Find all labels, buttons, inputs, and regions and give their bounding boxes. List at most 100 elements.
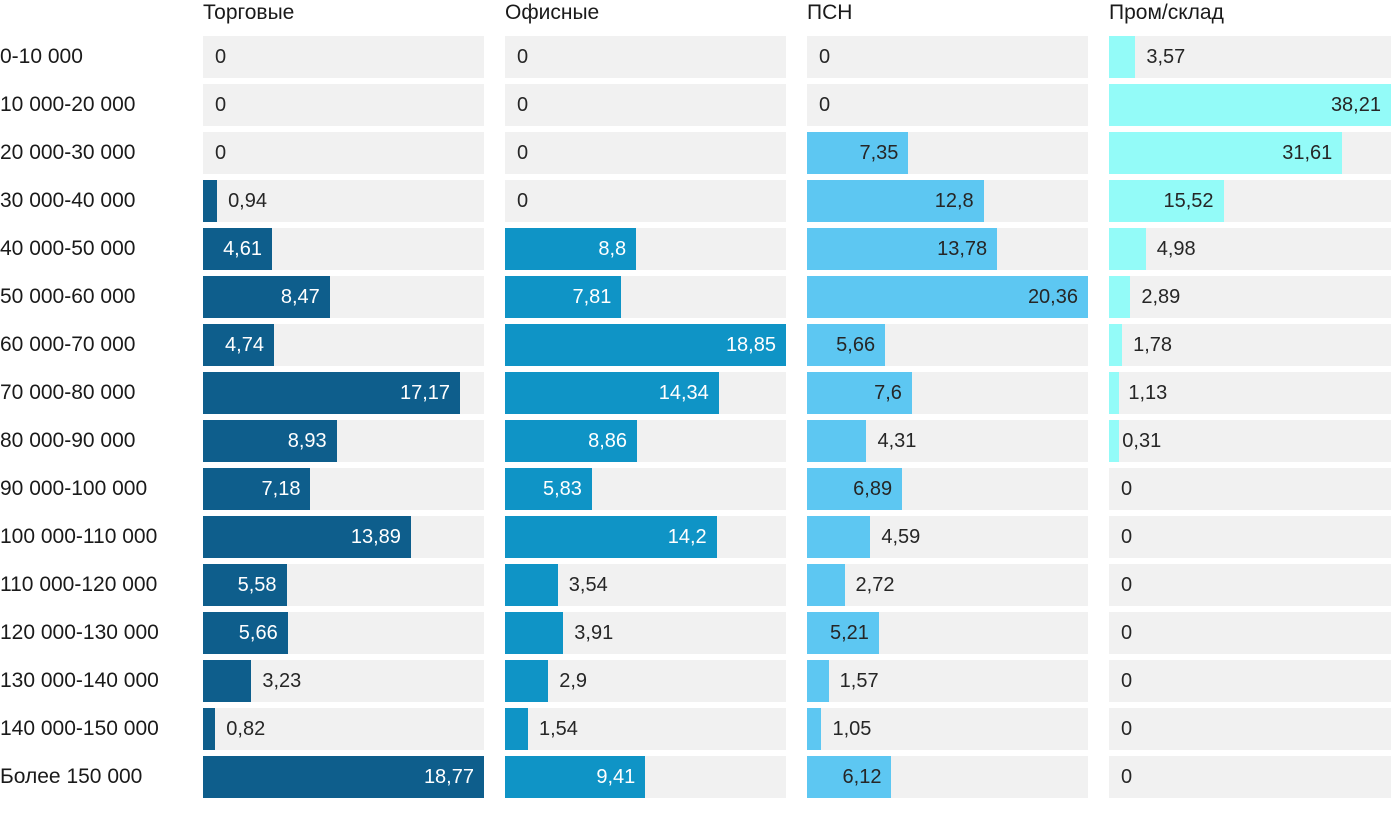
bar-track: 4,59 (807, 516, 1088, 558)
chart-row: 80 000-90 000 8,93 8,86 4,31 0,31 (0, 420, 1400, 462)
bar-track: 0 (203, 84, 484, 126)
bar-track: 38,21 (1109, 84, 1391, 126)
row-label: 70 000-80 000 (0, 381, 136, 404)
bar-track: 20,36 (807, 276, 1088, 318)
bar: 8,47 (203, 276, 330, 318)
bar-track: 0 (1109, 708, 1391, 750)
bar-value: 13,78 (937, 237, 988, 260)
bar-track: 4,61 (203, 228, 484, 270)
bar: 4,74 (203, 324, 274, 366)
bar-value: 0,94 (228, 190, 267, 212)
bar-track: 0 (1109, 612, 1391, 654)
row-label: Более 150 000 (0, 765, 143, 788)
bar-value-zero: 0 (517, 46, 529, 68)
bar: 17,17 (203, 372, 461, 414)
bar (807, 660, 829, 702)
chart-row: 10 000-20 000 0 0 0 38,21 (0, 84, 1400, 126)
bar-value: 1,13 (1128, 382, 1168, 404)
row-label: 40 000-50 000 (0, 237, 136, 260)
bar-value-zero: 0 (215, 46, 227, 68)
bar (203, 708, 216, 750)
chart-row: Более 150 000 18,77 9,41 6,12 0 (0, 756, 1400, 798)
chart-row: 130 000-140 000 3,23 2,9 1,57 0 (0, 660, 1400, 702)
bar: 15,52 (1109, 180, 1224, 222)
bar-value: 6,12 (842, 765, 882, 788)
bar-value-zero: 0 (1121, 478, 1133, 500)
bar-value: 5,21 (829, 621, 869, 644)
bar-track: 17,17 (203, 372, 484, 414)
bar-value: 3,91 (574, 622, 614, 644)
bar-track: 8,8 (505, 228, 786, 270)
bar-value: 0,82 (226, 718, 266, 740)
bar-track: 13,89 (203, 516, 484, 558)
bar-track: 8,47 (203, 276, 484, 318)
bar-track: 0 (505, 132, 786, 174)
bar (1109, 372, 1119, 414)
chart-row: 110 000-120 000 5,58 3,54 2,72 0 (0, 564, 1400, 606)
bar-value-zero: 0 (1121, 766, 1133, 788)
bar-value: 4,98 (1156, 238, 1196, 260)
bar-track: 0 (505, 36, 786, 78)
bar-track: 7,81 (505, 276, 786, 318)
bar-track: 4,74 (203, 324, 484, 366)
chart-row: 20 000-30 000 0 0 7,35 31,61 (0, 132, 1400, 174)
bar-value-zero: 0 (517, 94, 529, 116)
bar (1109, 36, 1136, 78)
bar-value: 1,57 (839, 670, 879, 692)
bar-value: 5,66 (836, 333, 876, 356)
row-label: 60 000-70 000 (0, 333, 136, 356)
bar-value: 7,35 (859, 141, 899, 164)
bar: 38,21 (1109, 84, 1391, 126)
bar-track: 7,18 (203, 468, 484, 510)
column-header-ofisnye: Офисные (505, 1, 600, 24)
bar-track: 0 (203, 36, 484, 78)
bar (203, 660, 252, 702)
bar-value: 2,72 (855, 574, 895, 596)
bar: 7,35 (807, 132, 909, 174)
bar-track: 14,34 (505, 372, 786, 414)
bar-value: 8,47 (280, 285, 320, 308)
bar-track: 1,57 (807, 660, 1088, 702)
bar: 12,8 (807, 180, 984, 222)
bar-value: 38,21 (1330, 93, 1381, 116)
bar-value: 13,89 (350, 525, 401, 548)
bar-value: 7,18 (261, 477, 301, 500)
bar-track: 0 (807, 84, 1088, 126)
bar-track: 2,9 (505, 660, 786, 702)
chart-row: 120 000-130 000 5,66 3,91 5,21 0 (0, 612, 1400, 654)
bar-track: 3,23 (203, 660, 484, 702)
bar-track: 0 (807, 36, 1088, 78)
column-header-torgovye: Торговые (203, 1, 295, 24)
bar-value-zero: 0 (517, 190, 529, 212)
bar-track: 3,91 (505, 612, 786, 654)
bar: 8,8 (505, 228, 637, 270)
bar-track: 0 (1109, 564, 1391, 606)
row-label: 140 000-150 000 (0, 717, 159, 740)
bar: 5,21 (807, 612, 879, 654)
bar-value: 31,61 (1282, 141, 1333, 164)
bar-value: 20,36 (1027, 285, 1078, 308)
bar: 14,2 (505, 516, 717, 558)
bar (807, 708, 822, 750)
bar-value: 6,89 (853, 477, 893, 500)
bar-value-zero: 0 (1121, 622, 1133, 644)
bar-track: 1,78 (1109, 324, 1391, 366)
bar: 5,58 (203, 564, 287, 606)
row-label: 0-10 000 (0, 45, 83, 68)
bar (1109, 324, 1123, 366)
bar-track: 6,12 (807, 756, 1088, 798)
bar-track: 7,35 (807, 132, 1088, 174)
row-label: 10 000-20 000 (0, 93, 136, 116)
row-label: 50 000-60 000 (0, 285, 136, 308)
bar-track: 0 (1109, 756, 1391, 798)
bar-track: 5,66 (203, 612, 484, 654)
chart-row: 70 000-80 000 17,17 14,34 7,6 1,13 (0, 372, 1400, 414)
bar: 5,66 (203, 612, 288, 654)
bar (1109, 228, 1146, 270)
bar-track: 31,61 (1109, 132, 1391, 174)
bar: 13,78 (807, 228, 998, 270)
bar (505, 564, 558, 606)
bar-value: 7,81 (572, 285, 612, 308)
bar-value-zero: 0 (215, 94, 227, 116)
